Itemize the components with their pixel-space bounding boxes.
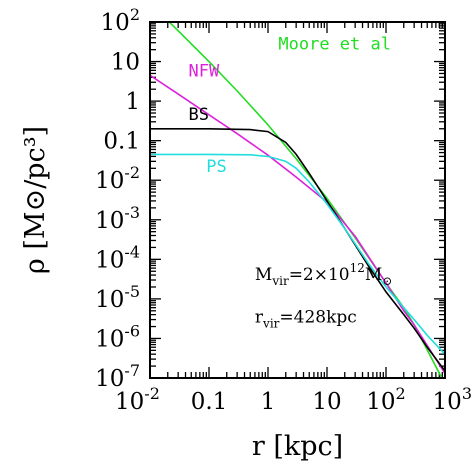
series-label-moore-et-al: Moore et al	[278, 35, 391, 55]
y-tick-label: 1	[125, 89, 140, 115]
y-tick-label: 10	[111, 50, 140, 76]
y-tick-label: 10-7	[95, 361, 140, 392]
x-tick-label: 10-2	[115, 384, 160, 415]
series-lines	[150, 22, 445, 378]
x-tick-label: 103	[433, 384, 472, 415]
series-label-ps: PS	[206, 157, 226, 177]
x-tick-label: 0.1	[191, 389, 228, 415]
y-tick-label: 10-5	[95, 282, 140, 313]
annotation: Mvir=2×1012M⊙	[255, 261, 392, 288]
y-tick-label: 0.1	[103, 129, 140, 155]
y-tick-label: 10-3	[95, 203, 140, 234]
series-label-nfw: NFW	[189, 61, 220, 81]
x-axis-title: r [kpc]	[252, 431, 343, 462]
x-tick-label: 10	[312, 389, 341, 415]
annotations: Mvir=2×1012M⊙ rvir=428kpc	[255, 261, 392, 331]
series-labels: Moore et al NFW BS PS	[189, 35, 391, 178]
y-tick-label: 102	[101, 5, 140, 36]
tick-labels: 10-2 0.1 1 10 102 1031021010.110-210-310-410-…	[95, 5, 472, 415]
annotation: rvir=428kpc	[255, 308, 357, 331]
plot-frame	[149, 21, 446, 379]
y-axis-title: ρ [M⊙/pc³]	[20, 126, 51, 274]
series-line-nfw	[150, 74, 445, 374]
x-tick-label: 102	[366, 384, 405, 415]
y-tick-label: 10-4	[95, 242, 140, 273]
series-label-bs: BS	[189, 105, 209, 125]
series-line-bs	[150, 128, 445, 372]
series-line-ps	[150, 153, 445, 355]
y-tick-label: 10-2	[95, 163, 140, 194]
x-tick-label: 1	[261, 389, 276, 415]
y-tick-label: 10-6	[95, 321, 140, 352]
